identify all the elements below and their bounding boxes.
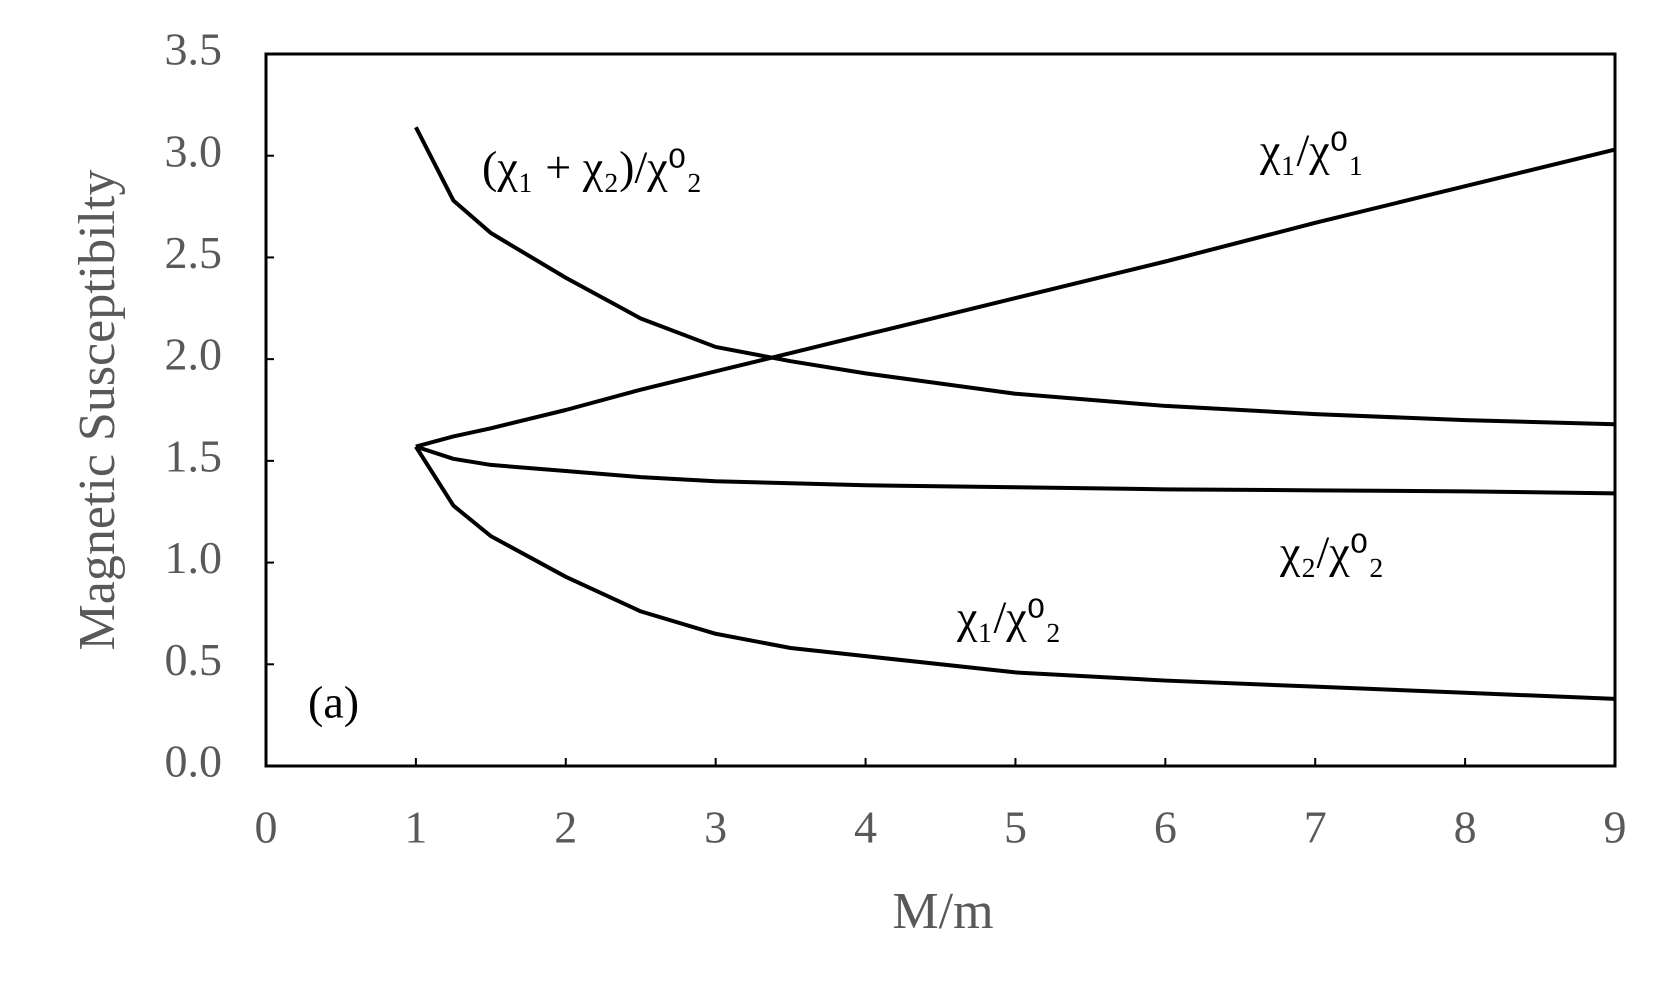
y-tick-label: 2.0 xyxy=(165,329,223,380)
line xyxy=(415,147,1616,449)
y-tick-label: 0.5 xyxy=(165,634,223,685)
y-tick-label: 0.0 xyxy=(165,736,223,787)
y-tick-label: 3.0 xyxy=(165,125,223,176)
x-tick-label: 5 xyxy=(1004,802,1027,853)
x-tick-label: 8 xyxy=(1454,802,1477,853)
x-tick-label: 1 xyxy=(404,802,427,853)
y-axis-label: Magnetic Susceptibilty xyxy=(69,170,126,651)
x-tick-label: 6 xyxy=(1154,802,1177,853)
series-label: χ₂/χ⁰₂ xyxy=(1279,527,1384,578)
y-tick-label: 1.5 xyxy=(165,430,223,481)
panel-label: (a) xyxy=(308,677,359,728)
y-tick-label: 2.5 xyxy=(165,227,223,278)
series-label: χ₁/χ⁰₁ xyxy=(1259,125,1364,176)
line xyxy=(414,445,1616,701)
series-label: χ₁/χ⁰₂ xyxy=(956,592,1061,643)
x-tick-label: 4 xyxy=(854,802,877,853)
x-tick-label: 2 xyxy=(554,802,577,853)
y-tick-label: 1.0 xyxy=(165,532,223,583)
plot-frame xyxy=(264,52,1617,768)
y-tick-label: 3.5 xyxy=(165,24,223,75)
line xyxy=(415,444,1616,496)
series-label: (χ₁ + χ₂)/χ⁰₂ xyxy=(482,142,702,193)
line xyxy=(414,126,1616,427)
x-tick-label: 3 xyxy=(704,802,727,853)
x-tick-label: 0 xyxy=(255,802,278,853)
x-axis-label: M/m xyxy=(892,883,993,940)
x-tick-label: 7 xyxy=(1304,802,1327,853)
x-tick-label: 9 xyxy=(1604,802,1627,853)
